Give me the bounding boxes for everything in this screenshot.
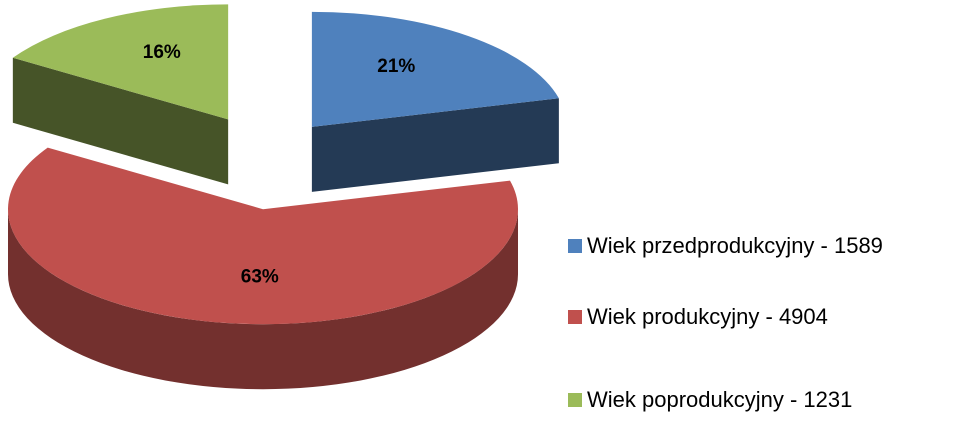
outer-wall xyxy=(8,209,519,390)
legend-label: Wiek produkcyjny - 4904 xyxy=(587,304,828,329)
side-face xyxy=(12,57,229,185)
pie-slice xyxy=(12,4,229,120)
pie-slice xyxy=(311,11,559,127)
side-face xyxy=(311,98,559,192)
legend-swatch xyxy=(568,393,582,407)
legend-label: Wiek przedprodukcyjny - 1589 xyxy=(587,233,883,258)
legend-swatch xyxy=(568,239,582,253)
legend-label: Wiek poprodukcyjny - 1231 xyxy=(587,387,852,412)
data-label: 21% xyxy=(377,56,415,77)
data-label: 63% xyxy=(241,266,279,287)
pie-slice xyxy=(8,147,519,325)
legend-swatch xyxy=(568,310,582,324)
data-label: 16% xyxy=(143,42,181,63)
